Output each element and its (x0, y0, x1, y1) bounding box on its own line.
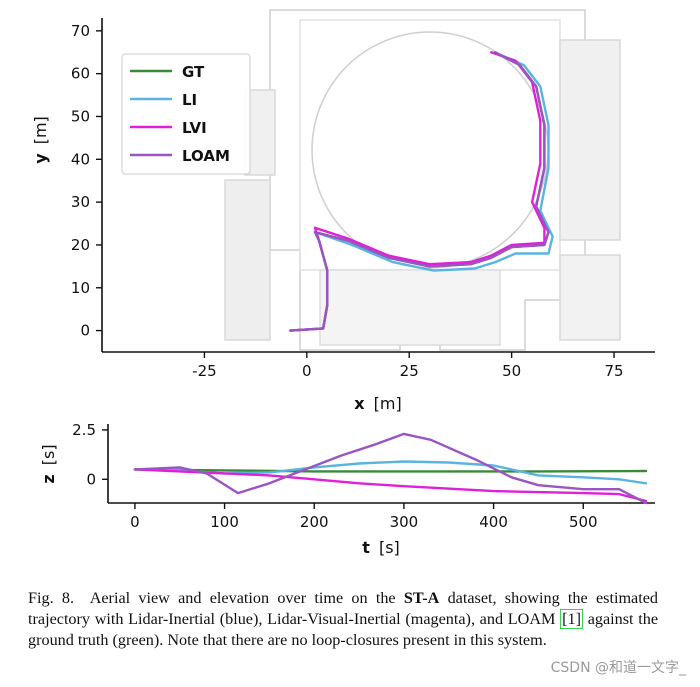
map-block (559, 39, 621, 241)
bottom-xtick-label: 300 (390, 513, 419, 531)
map-block (559, 254, 621, 341)
caption-dataset: ST-A (403, 589, 440, 607)
map-wall-outline (299, 19, 561, 271)
top-ytick-label: 10 (71, 279, 90, 297)
legend-items: GT LI LVI LOAM (130, 63, 230, 165)
bottom-series-group (133, 432, 648, 505)
top-xtick-label: 0 (302, 362, 312, 380)
bottom-xtick-label: 400 (479, 513, 508, 531)
top-xlabel: x [m] (354, 394, 402, 413)
top-ylabel-var: y (31, 153, 50, 164)
bottom-xtick-label: 100 (210, 513, 239, 531)
caption-text-b: dataset, showing the estimated trajector… (28, 589, 659, 628)
bottom-ytick-label: 2.5 (72, 421, 96, 439)
bottom-xlabel-var: t (362, 538, 370, 557)
top-ytick-label: 60 (71, 65, 90, 83)
top-xtick-label: -25 (192, 362, 217, 380)
legend-label-gt: GT (182, 63, 205, 81)
legend-label-loam: LOAM (182, 147, 230, 165)
top-xlabel-unit: [m] (374, 394, 402, 413)
top-tick-group: -25 0 25 50 75 0 10 20 30 40 50 60 70 (71, 22, 624, 380)
top-ytick-label: 30 (71, 193, 90, 211)
bottom-plot-axes (107, 424, 655, 504)
caption-prefix: Fig. 8. (28, 589, 75, 607)
caption-text-a: Aerial view and elevation over time on t… (89, 589, 396, 607)
bottom-tick-group: 0 100 200 300 400 500 0 2.5 (72, 421, 597, 531)
bottom-ylabel-unit: [s] (39, 444, 58, 465)
legend-label-lvi: LVI (182, 119, 207, 137)
top-ytick-label: 40 (71, 150, 90, 168)
bottom-series-loam (133, 432, 648, 505)
map-background (224, 9, 621, 351)
top-series-loam (289, 51, 550, 332)
citation-link[interactable]: [1] (560, 609, 583, 629)
bottom-xlabel: t [s] (362, 538, 400, 557)
bottom-xlabel-unit: [s] (379, 538, 400, 557)
top-ylabel: y [m] (31, 116, 50, 164)
bottom-xtick-label: 200 (300, 513, 329, 531)
watermark: CSDN @和道一文字_ (550, 660, 686, 676)
bottom-xtick-label: 500 (569, 513, 598, 531)
bottom-xtick-label: 0 (130, 513, 140, 531)
top-ytick-label: 20 (71, 236, 90, 254)
map-circle-outline (311, 31, 549, 269)
top-xlabel-var: x (354, 394, 365, 413)
bottom-ylabel: z [s] (39, 444, 58, 483)
legend: GT LI LVI LOAM (121, 53, 251, 175)
legend-box (121, 53, 251, 175)
top-ytick-label: 70 (71, 22, 90, 40)
bottom-series-gt (133, 468, 648, 473)
legend-label-li: LI (182, 91, 197, 109)
top-ytick-label: 0 (80, 322, 90, 340)
map-block (319, 269, 501, 346)
caption-text-c: against the ground truth (green). Note t… (28, 610, 659, 649)
bottom-series-lvi (133, 468, 648, 503)
top-xtick-label: 75 (604, 362, 623, 380)
bottom-ylabel-var: z (39, 474, 58, 483)
top-xtick-label: 50 (502, 362, 521, 380)
top-ylabel-unit: [m] (31, 116, 50, 144)
top-xtick-label: 25 (400, 362, 419, 380)
figure-caption: Fig. 8. Aerial view and elevation over t… (28, 588, 658, 651)
top-series-group (289, 51, 554, 332)
map-block (224, 179, 271, 341)
figure: -25 0 25 50 75 0 10 20 30 40 50 60 70 x [m] y [m] GT… (31, 9, 655, 557)
top-ytick-label: 50 (71, 107, 90, 125)
bottom-ytick-label: 0 (86, 470, 96, 488)
